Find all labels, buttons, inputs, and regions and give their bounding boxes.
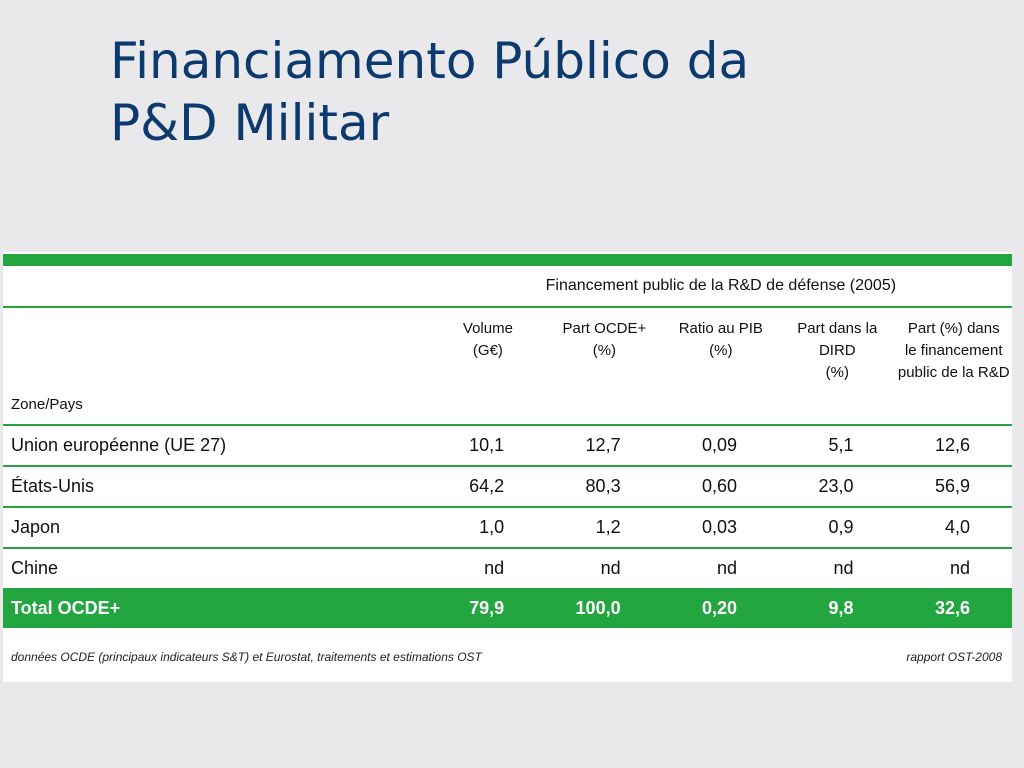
zone-cell: Chine — [11, 558, 59, 578]
column-header-line: (%) — [592, 342, 617, 359]
total-value-cell: 9,8 — [779, 588, 896, 628]
column-header-part-dird: Part dans la DIRD (%) — [779, 307, 896, 426]
table-super-header-row: Financement public de la R&D de défense … — [3, 266, 1012, 308]
table-total-row: Total OCDE+ 79,9 100,0 0,20 9,8 32,6 — [3, 588, 1012, 628]
column-header-line: Volume — [462, 320, 513, 337]
column-header-line: Part dans la DIRD — [797, 320, 878, 359]
value-cell: 64,2 — [429, 466, 547, 508]
total-value-cell: 32,6 — [895, 588, 1012, 628]
column-header-volume: Volume (G€) — [429, 307, 547, 426]
zone-header: Zone/Pays — [3, 307, 430, 426]
value-cell: 12,6 — [895, 425, 1012, 467]
table-header-row: Zone/Pays Volume (G€) Part OCDE+ (%) Rat… — [3, 307, 1012, 426]
value-cell: 12,7 — [546, 425, 663, 467]
column-header-line: Part OCDE+ — [562, 320, 647, 337]
value-cell: 80,3 — [546, 466, 663, 508]
zone-cell: Union européenne (UE 27) — [3, 425, 430, 467]
value-cell: nd — [717, 558, 738, 578]
total-value-cell: 0,20 — [662, 588, 780, 628]
value-cell: 1,0 — [429, 507, 547, 549]
super-header: Financement public de la R&D de défense … — [429, 266, 1012, 308]
super-header-spacer — [3, 266, 430, 308]
total-zone-cell: Total OCDE+ — [3, 588, 430, 628]
column-header-part-financement: Part (%) dans le financement public de l… — [895, 307, 1012, 426]
table-source: rapport OST-2008 — [906, 650, 1002, 664]
table-footnote: données OCDE (principaux indicateurs S&T… — [11, 650, 482, 664]
value-cell: 10,1 — [429, 425, 547, 467]
table-panel: Financement public de la R&D de défense … — [3, 252, 1012, 682]
table-row-chine: Chine nd nd nd nd nd — [3, 548, 1012, 588]
slide-title: Financiamento Público da P&D Militar — [110, 30, 990, 154]
table-row-etats-unis: États-Unis 64,2 80,3 0,60 23,0 56,9 — [3, 466, 1012, 508]
total-value-cell: 100,0 — [546, 588, 663, 628]
value-cell: nd — [600, 558, 621, 578]
value-cell: nd — [949, 558, 970, 578]
value-cell: nd — [833, 558, 854, 578]
column-header-line: Part (%) dans — [907, 320, 1000, 337]
value-cell: 0,9 — [779, 507, 896, 549]
total-value-cell: 79,9 — [429, 588, 547, 628]
column-header-line: (G€) — [472, 342, 503, 359]
table-row-ue27: Union européenne (UE 27) 10,1 12,7 0,09 … — [3, 425, 1012, 467]
value-cell: 0,60 — [662, 466, 780, 508]
column-header-line: (%) — [825, 364, 849, 381]
zone-cell: États-Unis — [3, 466, 430, 508]
column-header-line: Ratio au PIB — [678, 320, 763, 337]
value-cell: 23,0 — [779, 466, 896, 508]
value-cell: 5,1 — [779, 425, 896, 467]
value-cell: 0,03 — [662, 507, 780, 549]
table-row-japon: Japon 1,0 1,2 0,03 0,9 4,0 — [3, 507, 1012, 549]
value-cell: 0,09 — [662, 425, 780, 467]
column-header-line: (%) — [709, 342, 733, 359]
column-header-ratio-pib: Ratio au PIB (%) — [662, 307, 780, 426]
slide-title-line-2: P&D Militar — [110, 94, 390, 152]
column-header-line: public de la R&D — [897, 364, 1010, 381]
value-cell: 4,0 — [895, 507, 1012, 549]
column-header-line: le financement — [904, 342, 1003, 359]
column-header-part-ocde: Part OCDE+ (%) — [546, 307, 663, 426]
table-top-bar — [3, 254, 1012, 266]
rd-funding-table: Financement public de la R&D de défense … — [3, 266, 1012, 628]
slide-title-line-1: Financiamento Público da — [110, 32, 750, 90]
zone-cell: Japon — [3, 507, 430, 549]
value-cell: 1,2 — [546, 507, 663, 549]
value-cell: 56,9 — [895, 466, 1012, 508]
value-cell: nd — [484, 558, 505, 578]
